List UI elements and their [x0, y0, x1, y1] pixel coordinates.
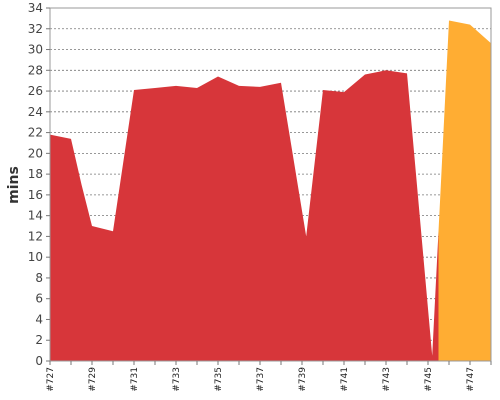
y-tick-label: 14	[28, 209, 43, 223]
y-tick-label: 0	[35, 354, 43, 368]
x-tick-label: #739	[298, 367, 308, 392]
y-tick-label: 10	[28, 250, 43, 264]
area-series	[49, 7, 492, 362]
x-tick-label: #727	[46, 367, 56, 392]
y-tick-label: 26	[28, 84, 43, 98]
area-series-red	[50, 70, 439, 361]
x-tick-label: #733	[172, 367, 182, 392]
x-tick-label: #737	[256, 367, 266, 392]
y-tick-label: 22	[28, 126, 43, 140]
y-tick-label: 28	[28, 63, 43, 77]
y-tick-label: 32	[28, 22, 43, 36]
y-tick-label: 30	[28, 43, 43, 57]
x-tick-label: #747	[466, 367, 476, 392]
y-tick-label: 24	[28, 105, 43, 119]
plot-frame	[49, 7, 492, 362]
x-axis-ticks: #727 #729 #731 #733 #735 #737 #739 #741 #743 #745…	[46, 361, 492, 392]
x-tick-label: #741	[340, 367, 350, 392]
x-tick-label: #743	[382, 367, 392, 392]
area-series-orange	[438, 20, 491, 361]
y-tick-label: 18	[28, 167, 43, 181]
y-tick-label: 16	[28, 188, 43, 202]
x-tick-label: #735	[214, 367, 224, 392]
y-tick-label: 2	[35, 333, 43, 347]
y-tick-label: 20	[28, 146, 43, 160]
y-axis-title: mins	[6, 166, 22, 204]
y-tick-label: 34	[28, 1, 43, 15]
y-tick-label: 12	[28, 229, 43, 243]
y-tick-label: 6	[35, 292, 43, 306]
x-tick-label: #731	[130, 367, 140, 392]
y-tick-label: 8	[35, 271, 43, 285]
y-tick-label: 4	[35, 312, 43, 326]
x-tick-label: #745	[424, 367, 434, 392]
x-tick-label: #729	[88, 367, 98, 392]
